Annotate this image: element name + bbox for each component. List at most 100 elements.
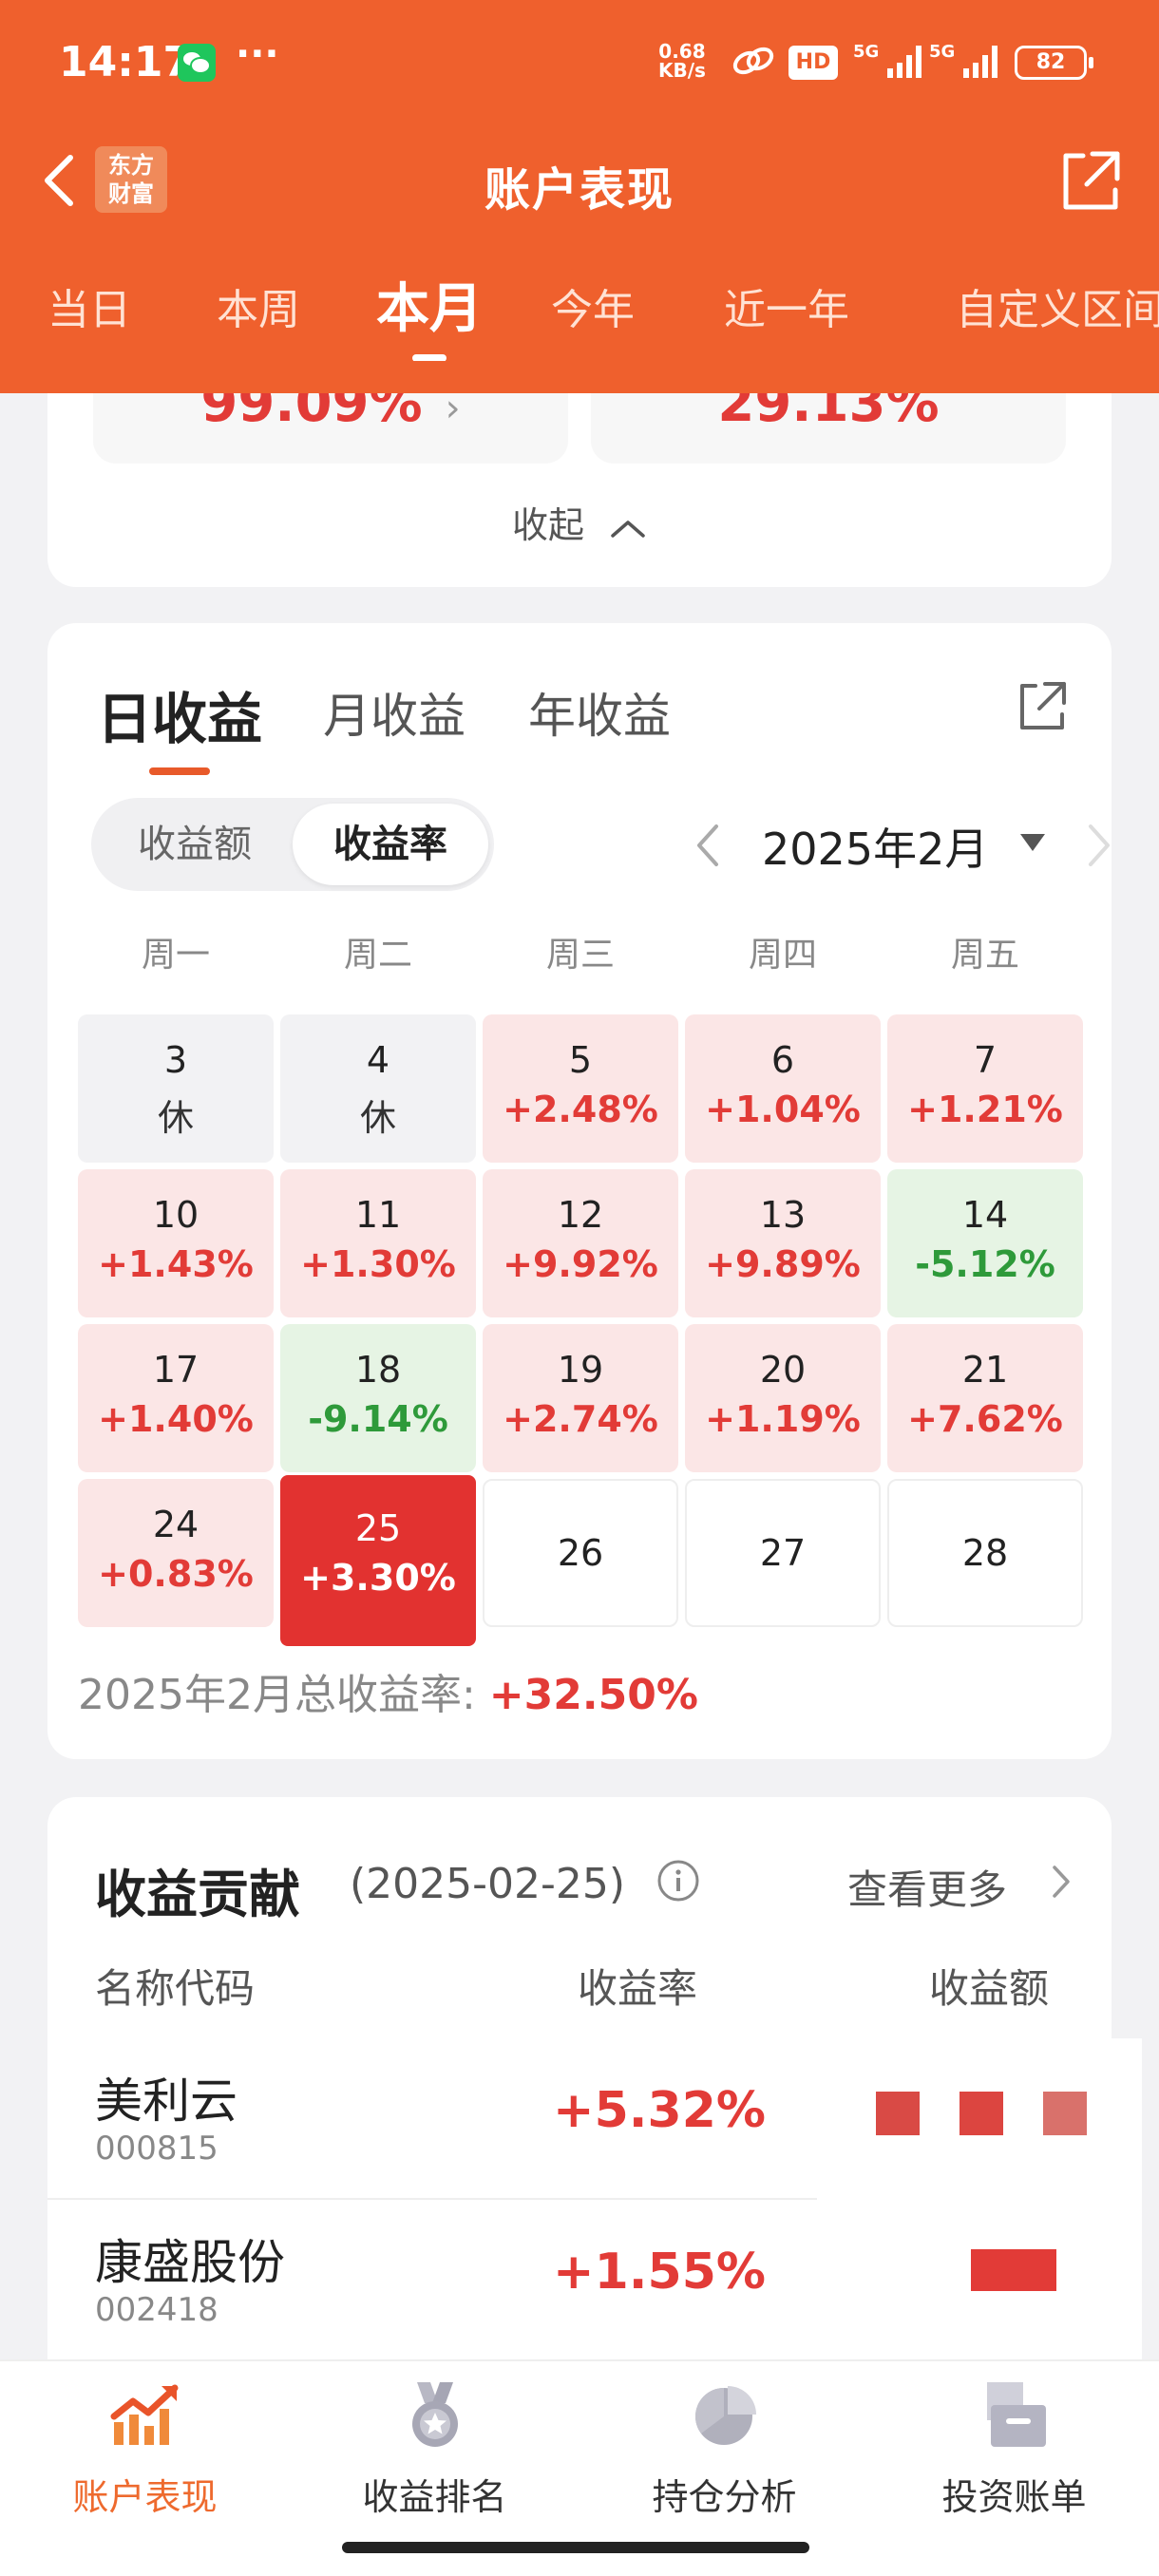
back-icon[interactable] [36,152,84,209]
chevron-left-icon[interactable] [690,817,728,874]
calendar-day-13[interactable]: 13 +9.89% [685,1169,881,1317]
calendar-day-12[interactable]: 12 +9.92% [483,1169,678,1317]
table-row[interactable]: 康盛股份 002418 +1.55% [48,2200,1112,2361]
stock-name: 美利云 [95,2074,238,2129]
tab-this-week[interactable]: 本周 [217,286,300,334]
nav-account-performance[interactable]: 账户表现 [0,2361,290,2551]
chevron-right-icon: › [445,387,461,430]
calendar-day-value: 休 [157,1097,194,1139]
nav-earnings-ranking[interactable]: 收益排名 [290,2361,580,2551]
dropdown-triangle-icon[interactable] [1016,830,1049,855]
calendar-day-value: +7.62% [907,1398,1063,1440]
table-row[interactable]: 美利云 000815 +5.32% [48,2038,1112,2200]
net-speed-value: 0.68 [658,40,706,63]
month-label[interactable]: 2025年2月 [762,824,989,875]
calendar-day-value: +1.21% [907,1089,1063,1130]
calendar-day-number: 3 [163,1039,188,1081]
nav-label: 收益排名 [362,2476,507,2518]
column-header-name: 名称代码 [95,1965,256,2012]
chevron-right-icon[interactable] [1079,817,1117,874]
calendar-day-value: +1.30% [300,1243,456,1285]
calendar-day-number: 25 [354,1507,402,1549]
calendar-day-number: 21 [961,1349,1009,1391]
chevron-right-icon[interactable] [1047,1862,1074,1902]
status-bar: 14:17 ··· 0.68 KB/s HD 5G 5G 82 [0,0,1159,123]
stock-code: 000815 [95,2130,218,2168]
calendar-day-number: 7 [973,1039,998,1081]
calendar-day-value: +0.83% [98,1553,254,1595]
calendar-day-number: 18 [354,1349,402,1391]
calendar-day-17[interactable]: 17 +1.40% [78,1324,274,1472]
calendar-day-25[interactable]: 25 +3.30% [280,1475,476,1646]
see-more-link[interactable]: 查看更多 [847,1866,1008,1913]
calendar-day-19[interactable]: 19 +2.74% [483,1324,678,1472]
calendar-day-value: +2.48% [503,1089,658,1130]
hd-badge: HD [788,46,838,80]
calendar-day-number: 17 [152,1349,200,1391]
calendar-day-5[interactable]: 5 +2.48% [483,1014,678,1163]
calendar-day-value: -9.14% [308,1398,448,1440]
calendar-day-number: 12 [557,1194,604,1236]
calendar-day-number: 4 [366,1039,390,1081]
calendar-day-21[interactable]: 21 +7.62% [887,1324,1083,1472]
medal-icon [412,2382,458,2447]
signal-icon: 5G [929,42,998,78]
calendar-day-20[interactable]: 20 +1.19% [685,1324,881,1472]
weekday-thu: 周四 [748,936,817,975]
tab-today[interactable]: 当日 [48,286,131,334]
calendar-day-28[interactable]: 28 [887,1479,1083,1627]
month-total: 2025年2月总收益率: +32.50% [78,1660,698,1721]
calendar-day-value: +1.40% [98,1398,254,1440]
month-total-value: +32.50% [488,1671,698,1719]
more-notifications-icon: ··· [236,32,279,76]
tab-past-year[interactable]: 近一年 [724,286,849,334]
column-header-rate[interactable]: 收益率 [578,1965,698,2012]
weekday-wed: 周三 [545,936,615,975]
battery-icon: 82 [1015,46,1093,80]
tab-custom-range[interactable]: 自定义区间 [956,286,1159,334]
calendar-day-7[interactable]: 7 +1.21% [887,1014,1083,1163]
collapse-label: 收起 [511,504,584,546]
calendar-day-number: 13 [759,1194,807,1236]
wechat-icon [178,44,216,82]
home-indicator[interactable] [342,2542,809,2553]
calendar-day-27[interactable]: 27 [685,1479,881,1627]
calendar-day-24[interactable]: 24 +0.83% [78,1479,274,1627]
period-tabs: 当日 本周 本月 今年 近一年 自定义区间 [0,256,1159,361]
calendar-day-6[interactable]: 6 +1.04% [685,1014,881,1163]
calendar-day-number: 27 [759,1532,807,1574]
calendar-day-10[interactable]: 10 +1.43% [78,1169,274,1317]
tab-monthly-earnings[interactable]: 月收益 [323,689,466,744]
toggle-rate[interactable]: 收益率 [293,804,488,885]
calendar-day-18[interactable]: 18 -9.14% [280,1324,476,1472]
divider [48,2198,817,2200]
toggle-amount[interactable]: 收益额 [138,823,252,866]
tab-yearly-earnings[interactable]: 年收益 [528,689,671,744]
calendar-day-14[interactable]: 14 -5.12% [887,1169,1083,1317]
share-icon[interactable] [1013,676,1072,735]
stock-code: 002418 [95,2291,218,2329]
tab-daily-earnings[interactable]: 日收益 [97,674,262,775]
info-icon[interactable] [656,1858,701,1904]
calendar-day-number: 14 [961,1194,1009,1236]
daily-earnings-card: 日收益 月收益 年收益 收益额 收益率 2025年2月 周一 周二 周三 周四 … [48,623,1112,1759]
nav-holdings-analysis[interactable]: 持仓分析 [580,2361,869,2551]
share-icon[interactable] [1054,144,1127,217]
weekday-tue: 周二 [343,936,412,975]
loading-block [1043,2092,1087,2135]
calendar-day-11[interactable]: 11 +1.30% [280,1169,476,1317]
calendar-day-value: +1.19% [705,1398,861,1440]
collapse-button[interactable]: 收起 [48,496,1112,548]
weekday-header: 周一 周二 周三 周四 周五 [78,927,1085,984]
column-header-amount[interactable]: 收益额 [929,1965,1050,2012]
battery-level: 82 [1036,50,1066,74]
tab-this-year[interactable]: 今年 [551,286,635,334]
nav-investment-bill[interactable]: 投资账单 [869,2361,1159,2551]
tab-this-month[interactable]: 本月 [376,266,483,361]
metric-toggle: 收益额 收益率 [91,798,494,891]
pie-chart-icon [695,2386,756,2445]
calendar-day-26[interactable]: 26 [483,1479,678,1627]
calendar-day-value: -5.12% [915,1243,1055,1285]
